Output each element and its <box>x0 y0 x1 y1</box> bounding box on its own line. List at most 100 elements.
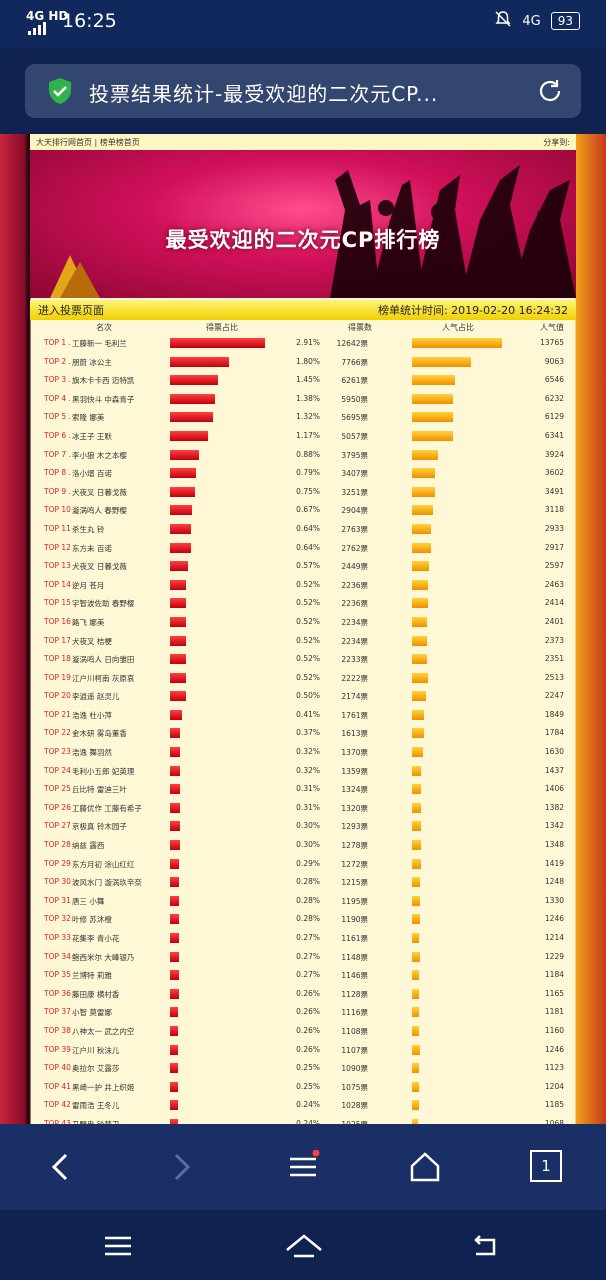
menu-icon[interactable] <box>286 1150 320 1184</box>
browser-toolbar: 1 <box>0 1124 606 1210</box>
pop-value: 1214 <box>544 933 564 942</box>
cp-name[interactable]: 丘比特 雷迪三叶 <box>72 785 127 795</box>
pop-share-bar <box>412 765 421 776</box>
cp-name[interactable]: 波风水门 漩涡玖辛奈 <box>72 878 142 888</box>
cp-name[interactable]: 洛小熠 百诺 <box>72 469 112 479</box>
cp-name[interactable]: 工藤优作 工藤有希子 <box>72 803 142 813</box>
system-home-icon[interactable] <box>284 1230 324 1262</box>
cp-name[interactable]: 漩涡鸣人 日向雏田 <box>72 655 135 665</box>
cp-name[interactable]: 叶修 苏沐橙 <box>72 915 112 925</box>
table-row: TOP 33 . 花集李 青小花 0.27% 1161票 1214 <box>30 929 576 948</box>
vote-share-bar <box>170 877 179 888</box>
cp-name[interactable]: 鲍西米尔 大峰银乃 <box>72 952 135 962</box>
vote-count: 1028票 <box>341 1101 368 1111</box>
vote-share-bar <box>170 1007 178 1018</box>
vote-share-bar <box>170 672 187 683</box>
cp-name[interactable]: 犬夜叉 日暮戈薇 <box>72 487 127 497</box>
rank-label: TOP 8 . <box>44 468 71 478</box>
cp-name[interactable]: 黑崎一护 井上织姬 <box>72 1082 135 1092</box>
cp-name[interactable]: 工藤新一 毛利兰 <box>72 339 127 348</box>
cp-name[interactable]: 小智 莫雷娜 <box>72 1008 112 1018</box>
cp-name[interactable]: 丑野鬼 铃梦卫 <box>72 1119 119 1124</box>
column-headers: 名次 得票占比 得票数 人气占比 人气值 <box>30 320 576 334</box>
rank-label: TOP 15 . <box>44 598 76 608</box>
cp-name[interactable]: 旗木卡卡西 迈特凯 <box>72 376 135 386</box>
system-back-icon[interactable] <box>470 1230 502 1262</box>
vote-pct: 0.32% <box>296 765 320 775</box>
pop-value: 1437 <box>544 765 564 775</box>
pop-share-bar <box>412 709 424 720</box>
table-row: TOP 1 . 工藤新一 毛利兰 2.91% 12642票 13765 <box>30 334 576 353</box>
pop-value: 3118 <box>544 505 564 515</box>
vote-share-bar <box>170 579 187 590</box>
cp-name[interactable]: 犬夜叉 日暮戈薇 <box>72 562 127 572</box>
vote-count: 1359票 <box>341 766 368 776</box>
cp-name[interactable]: 江户川 秋沫儿 <box>72 1045 120 1055</box>
vote-pct: 0.32% <box>296 747 320 757</box>
rank-label: TOP 1 . <box>44 338 71 347</box>
cp-name[interactable]: 索隆 娜美 <box>72 413 105 423</box>
vote-count: 1278票 <box>341 841 368 851</box>
pop-value: 1246 <box>544 914 564 924</box>
cp-name[interactable]: 雷雨浩 王冬儿 <box>72 1101 120 1111</box>
cp-name[interactable]: 宇智波佐助 春野樱 <box>72 599 135 609</box>
pop-share-bar <box>412 542 431 553</box>
col-votes: 得票数 <box>348 323 372 332</box>
table-row: TOP 30 . 波风水门 漩涡玖辛奈 0.28% 1215票 1248 <box>30 873 576 892</box>
cp-name[interactable]: 唐三 小舞 <box>72 896 105 906</box>
breadcrumb-link[interactable]: 大天排行网首页 | 榜单榜首页 <box>36 137 140 147</box>
cp-name[interactable]: 李逍遥 赵灵儿 <box>72 692 120 702</box>
vote-pct: 0.28% <box>296 895 320 905</box>
vote-share-bar <box>170 895 179 906</box>
cp-name[interactable]: 黑羽快斗 中森青子 <box>72 394 135 404</box>
cp-name[interactable]: 冰王子 王默 <box>72 431 112 441</box>
vote-count: 1320票 <box>341 803 368 813</box>
cp-name[interactable]: 浩逸 杜小萍 <box>72 710 112 720</box>
pop-share-bar <box>412 1007 420 1018</box>
back-icon[interactable] <box>44 1150 78 1184</box>
cp-name[interactable]: 京极真 铃木园子 <box>72 822 127 832</box>
table-row: TOP 25 . 丘比特 雷迪三叶 0.31% 1324票 1406 <box>30 780 576 799</box>
vote-pct: 0.28% <box>296 877 320 887</box>
vote-pct: 0.27% <box>296 951 320 961</box>
cp-name[interactable]: 东方月初 涂山红红 <box>72 859 135 869</box>
cp-name[interactable]: 花集李 青小花 <box>72 934 120 943</box>
cp-name[interactable]: 逆月 苍月 <box>72 580 105 590</box>
rank-label: TOP 13 . <box>44 561 76 571</box>
rank-label: TOP 17 . <box>44 635 76 645</box>
home-icon[interactable] <box>408 1150 442 1184</box>
cp-name[interactable]: 兰博特 莉雅 <box>72 971 112 981</box>
reload-icon[interactable] <box>535 76 565 106</box>
address-bar[interactable]: 投票结果统计-最受欢迎的二次元CP... <box>25 64 581 118</box>
cp-name[interactable]: 浩逸 舞羽然 <box>72 748 112 758</box>
cp-name[interactable]: 李小狼 木之本樱 <box>72 450 127 460</box>
vote-count: 2236票 <box>341 599 368 609</box>
rank-label: TOP 21 . <box>44 709 76 719</box>
cp-name[interactable]: 漩涡鸣人 春野樱 <box>72 506 127 516</box>
cp-name[interactable]: 朋蔚 冰公主 <box>72 357 112 367</box>
cp-name[interactable]: 八神太一 武之内空 <box>72 1026 135 1036</box>
tabs-button[interactable]: 1 <box>530 1150 562 1182</box>
cp-name[interactable]: 奥拉尔 艾露莎 <box>72 1064 120 1074</box>
vote-count: 2763票 <box>341 524 368 534</box>
cp-name[interactable]: 金木研 雾岛董香 <box>72 729 127 739</box>
cp-name[interactable]: 东方未 百诺 <box>72 543 112 553</box>
rank-label: TOP 35 . <box>44 970 76 980</box>
enter-vote-link[interactable]: 进入投票页面 <box>38 304 104 317</box>
cp-name[interactable]: 江户川柯南 灰原哀 <box>72 673 135 683</box>
web-content: 大天排行网首页 | 榜单榜首页 分享到: 最受欢迎的二次元CP排行榜 进入投票页… <box>0 134 606 1124</box>
vote-pct: 0.64% <box>296 542 320 552</box>
share-label[interactable]: 分享到: <box>543 137 570 147</box>
cp-name[interactable]: 毛利小五郎 妃英理 <box>72 766 135 776</box>
cp-name[interactable]: 藤田康 横村香 <box>72 989 120 999</box>
cp-name[interactable]: 路飞 娜美 <box>72 617 105 627</box>
network-right: 4G <box>522 13 541 29</box>
recents-icon[interactable] <box>102 1230 134 1262</box>
pop-value: 2933 <box>544 523 564 533</box>
cp-name[interactable]: 纳兹 露西 <box>72 841 105 851</box>
cp-name[interactable]: 犬夜叉 桔梗 <box>72 636 112 646</box>
vote-share-bar <box>170 821 180 832</box>
forward-icon[interactable] <box>164 1150 198 1184</box>
cp-name[interactable]: 杀生丸 铃 <box>72 524 105 534</box>
pop-value: 3924 <box>544 449 564 459</box>
